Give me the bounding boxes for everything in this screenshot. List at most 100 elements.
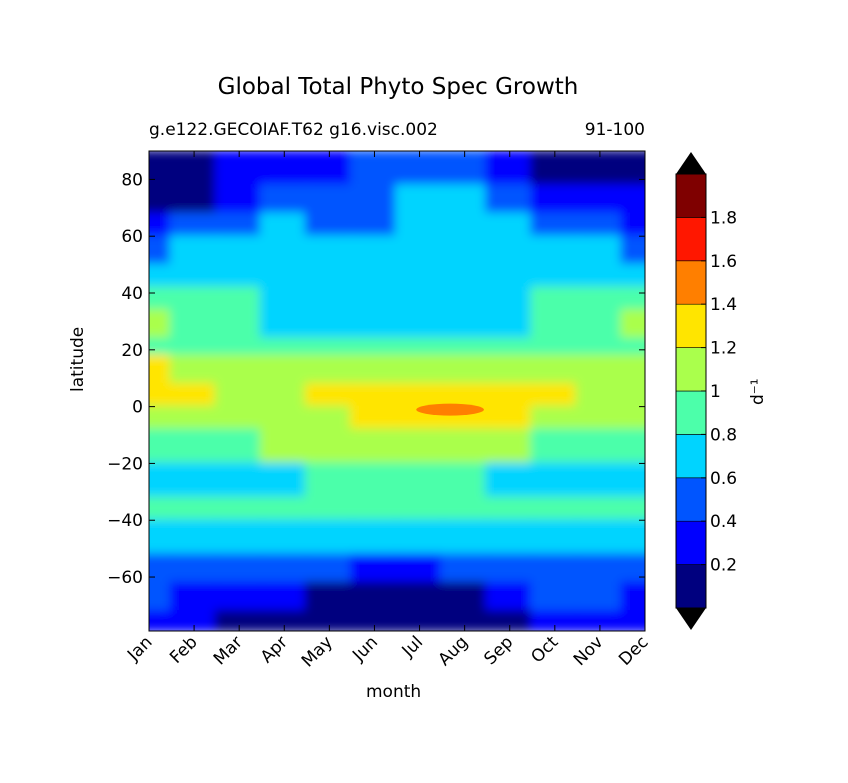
heatmap-cell-5-4 bbox=[304, 286, 354, 312]
heatmap-cell-8-10 bbox=[575, 354, 625, 385]
colorbar-tick-label: 1.8 bbox=[710, 208, 737, 228]
x-tick-label: Jul bbox=[398, 632, 427, 661]
heatmap-cell-4-11 bbox=[620, 263, 645, 289]
heatmap-cell-8-11 bbox=[620, 354, 645, 385]
heatmap-cell-6-3 bbox=[259, 309, 309, 340]
heatmap-cell-2-6 bbox=[395, 212, 445, 238]
heatmap-cell-9-3 bbox=[259, 382, 309, 408]
heatmap-cell-7-11 bbox=[620, 337, 645, 357]
y-tick-label: 40 bbox=[121, 284, 143, 304]
x-tick-label: Jun bbox=[348, 632, 382, 666]
heatmap-cell-15-11 bbox=[620, 553, 645, 584]
heatmap-cell-14-9 bbox=[530, 519, 580, 556]
heatmap-cell-10-1 bbox=[169, 405, 219, 431]
heatmap-cell-13-6 bbox=[395, 496, 445, 522]
heatmap-cell-9-4 bbox=[304, 382, 354, 408]
heatmap-cell-7-2 bbox=[214, 337, 264, 357]
heatmap-cell-4-2 bbox=[214, 263, 264, 289]
heatmap-cell-1-2 bbox=[214, 184, 264, 215]
heatmap-cell-7-3 bbox=[259, 337, 309, 357]
heatmap-cell-4-1 bbox=[169, 263, 219, 289]
heatmap-cell-16-7 bbox=[440, 581, 490, 613]
peak-region bbox=[416, 403, 484, 416]
heatmap-cell-5-8 bbox=[485, 286, 535, 312]
chart-subtitle-right: 91-100 bbox=[584, 120, 645, 140]
heatmap-cell-2-4 bbox=[304, 212, 354, 238]
heatmap-cell-12-8 bbox=[485, 462, 535, 499]
heatmap-cell-5-11 bbox=[620, 286, 645, 312]
heatmap-cell-13-11 bbox=[620, 496, 645, 522]
heatmap-cell-7-10 bbox=[575, 337, 625, 357]
heatmap-cell-16-6 bbox=[395, 581, 445, 613]
heatmap-cell-4-10 bbox=[575, 263, 625, 289]
heatmap-cell-12-3 bbox=[259, 462, 309, 499]
heatmap-cell-8-6 bbox=[395, 354, 445, 385]
heatmap-cell-16-1 bbox=[169, 581, 219, 613]
heatmap-cell-2-11 bbox=[620, 212, 645, 238]
heatmap-cell-3-10 bbox=[575, 235, 625, 266]
heatmap-cell-14-3 bbox=[259, 519, 309, 556]
heatmap-cell-2-8 bbox=[485, 212, 535, 238]
colorbar: 0.2 0.4 0.6 0.8 1 1.2 1.4 1.6 1.8 bbox=[675, 152, 737, 630]
heatmap-cell-12-0 bbox=[149, 462, 174, 499]
x-tick-label: Nov bbox=[570, 632, 608, 670]
heatmap-cell-14-6 bbox=[395, 519, 445, 556]
heatmap-cell-12-11 bbox=[620, 462, 645, 499]
heatmap-cell-1-6 bbox=[395, 184, 445, 215]
heatmap-cell-14-8 bbox=[485, 519, 535, 556]
heatmap-cell-16-11 bbox=[620, 581, 645, 613]
heatmap-cell-4-5 bbox=[349, 263, 399, 289]
heatmap-cell-1-8 bbox=[485, 184, 535, 215]
heatmap-cell-1-4 bbox=[304, 184, 354, 215]
heatmap-cell-10-9 bbox=[530, 405, 580, 431]
heatmap-cell-8-3 bbox=[259, 354, 309, 385]
heatmap-cell-17-11 bbox=[620, 610, 645, 631]
colorbar-tick-label: 0.4 bbox=[710, 512, 737, 532]
heatmap-cell-17-3 bbox=[259, 610, 309, 631]
heatmap-cell-7-9 bbox=[530, 337, 580, 357]
heatmap-cell-17-10 bbox=[575, 610, 625, 631]
x-tick-label: Dec bbox=[615, 632, 652, 669]
heatmap-cell-5-9 bbox=[530, 286, 580, 312]
colorbar-segment bbox=[675, 564, 707, 609]
heatmap-cell-12-5 bbox=[349, 462, 399, 499]
heatmap-cell-15-6 bbox=[395, 553, 445, 584]
heatmap-cell-11-1 bbox=[169, 428, 219, 465]
heatmap-cell-9-8 bbox=[485, 382, 535, 408]
heatmap-cell-6-2 bbox=[214, 309, 264, 340]
heatmap-cell-14-11 bbox=[620, 519, 645, 556]
y-tick-label: −60 bbox=[107, 568, 143, 588]
colorbar-segment bbox=[675, 434, 707, 479]
heatmap-cell-13-3 bbox=[259, 496, 309, 522]
heatmap-cell-6-1 bbox=[169, 309, 219, 340]
heatmap-cell-1-3 bbox=[259, 184, 309, 215]
heatmap-cell-13-10 bbox=[575, 496, 625, 522]
colorbar-tick-label: 1.2 bbox=[710, 339, 737, 359]
heatmap-cell-9-10 bbox=[575, 382, 625, 408]
heatmap-cell-2-10 bbox=[575, 212, 625, 238]
heatmap-cell-2-5 bbox=[349, 212, 399, 238]
heatmap-cell-14-2 bbox=[214, 519, 264, 556]
heatmap-cell-11-10 bbox=[575, 428, 625, 465]
heatmap-cell-10-10 bbox=[575, 405, 625, 431]
heatmap-cell-5-3 bbox=[259, 286, 309, 312]
plot-area bbox=[149, 151, 645, 631]
colorbar-tick-label: 1.6 bbox=[710, 252, 737, 272]
heatmap-cell-13-0 bbox=[149, 496, 174, 522]
heatmap-cell-17-7 bbox=[440, 610, 490, 631]
heatmap-cell-15-3 bbox=[259, 553, 309, 584]
colorbar-segment bbox=[675, 260, 707, 305]
heatmap-cell-1-0 bbox=[149, 184, 174, 215]
y-tick-label: 60 bbox=[121, 227, 143, 247]
heatmap-cell-4-4 bbox=[304, 263, 354, 289]
heatmap-cell-2-1 bbox=[169, 212, 219, 238]
heatmap-cell-8-0 bbox=[149, 354, 174, 385]
heatmap-cell-14-5 bbox=[349, 519, 399, 556]
heatmap-cell-5-10 bbox=[575, 286, 625, 312]
heatmap-cell-15-4 bbox=[304, 553, 354, 584]
heatmap-cell-6-4 bbox=[304, 309, 354, 340]
heatmap-cell-15-9 bbox=[530, 553, 580, 584]
x-tick-label: Aug bbox=[435, 632, 473, 670]
heatmap-cell-10-5 bbox=[349, 405, 399, 431]
heatmap-cell-17-9 bbox=[530, 610, 580, 631]
